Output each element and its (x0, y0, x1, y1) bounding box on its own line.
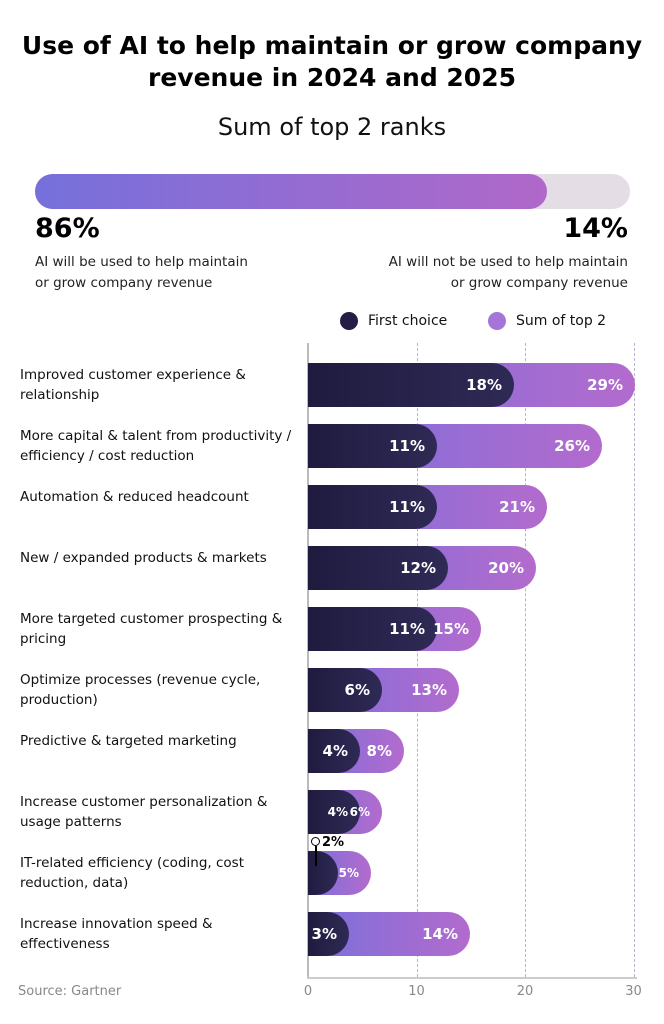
category-label: Optimize processes (revenue cycle, produ… (20, 672, 261, 708)
no-description: AI will not be used to help maintain or … (388, 254, 628, 291)
value-label-top2: 6% (349, 805, 370, 819)
pin-stem (315, 846, 317, 866)
category-label: Predictive & targeted marketing (20, 733, 237, 749)
chart-title: Use of AI to help maintain or grow compa… (21, 31, 643, 92)
x-axis-line (307, 977, 637, 979)
value-label-top2: 8% (366, 742, 392, 760)
bar-first-choice (308, 668, 382, 712)
value-label-first: 11% (389, 620, 425, 638)
legend-first: First choice (340, 312, 447, 330)
bar-first-choice (308, 546, 448, 590)
gridline (633, 343, 635, 977)
category-label: More targeted customer prospecting & pri… (20, 611, 283, 647)
bar-first-choice (308, 424, 437, 468)
category-label: Automation & reduced headcount (20, 489, 249, 505)
bar-first-choice (308, 912, 349, 956)
value-label-top2: 14% (422, 925, 458, 943)
category-label: IT-related efficiency (coding, cost redu… (20, 855, 244, 891)
summary-bar-track (35, 174, 630, 209)
value-label-first: 18% (466, 376, 502, 394)
value-label-top2: 26% (554, 437, 590, 455)
bar-first-choice (308, 729, 360, 773)
yes-percent: 86% (35, 213, 100, 244)
legend-top2: Sum of top 2 (488, 312, 606, 330)
x-tick-label: 10 (408, 984, 425, 999)
value-label-first: 12% (400, 559, 436, 577)
category-label: Improved customer experience & relations… (20, 367, 246, 403)
value-label-top2: 15% (433, 620, 469, 638)
summary-bar-fill (35, 174, 547, 209)
source-note: Source: Gartner (18, 984, 122, 999)
x-tick-label: 30 (625, 984, 642, 999)
bar-first-choice (308, 607, 437, 651)
legend-label-first: First choice (368, 313, 448, 329)
yes-description: AI will be used to help maintain or grow… (35, 254, 248, 291)
value-label-first: 11% (389, 437, 425, 455)
category-label: New / expanded products & markets (20, 550, 267, 566)
no-percent: 14% (563, 213, 628, 244)
legend-swatch-first (340, 312, 358, 330)
value-label-first: 4% (322, 742, 348, 760)
bar-first-choice (308, 790, 360, 834)
gridline (416, 343, 418, 977)
value-label-first: 11% (389, 498, 425, 516)
value-label-top2: 29% (587, 376, 623, 394)
value-label-top2: 21% (499, 498, 535, 516)
y-axis-line (307, 343, 309, 978)
chart-subtitle: Sum of top 2 ranks (217, 113, 447, 141)
gridline (525, 343, 526, 977)
category-label: Increase innovation speed & effectivenes… (20, 916, 213, 952)
value-label-top2: 5% (338, 866, 359, 880)
value-label-first: 2% (322, 835, 345, 850)
x-tick-label: 20 (516, 984, 534, 999)
bar-first-choice (308, 363, 514, 407)
x-tick-label: 0 (303, 984, 313, 999)
value-label-first: 6% (344, 681, 370, 699)
legend-label-top2: Sum of top 2 (516, 313, 607, 329)
value-label-top2: 13% (411, 681, 447, 699)
pin-marker-icon (311, 837, 320, 846)
value-label-top2: 20% (488, 559, 524, 577)
value-label-first: 3% (311, 925, 337, 943)
value-label-first: 4% (327, 805, 348, 819)
legend-swatch-top2 (488, 312, 506, 330)
category-label: More capital & talent from productivity … (20, 428, 292, 464)
bar-first-choice (308, 485, 437, 529)
category-label: Increase customer personalization & usag… (20, 794, 268, 830)
